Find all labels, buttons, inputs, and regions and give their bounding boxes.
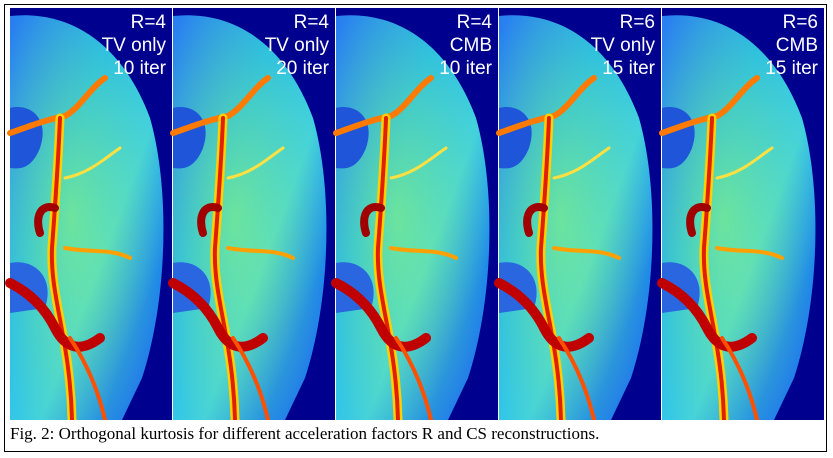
panel-label: 20 iter xyxy=(276,58,329,79)
panel-label: CMB xyxy=(450,35,492,56)
panel-label: R=6 xyxy=(620,12,655,33)
page: R=4TV only10 iterR=4TV only20 iterR=4CMB… xyxy=(0,0,833,458)
panel-label: TV only xyxy=(591,35,656,56)
panel-label: TV only xyxy=(265,35,330,56)
panel-label: R=4 xyxy=(457,12,493,33)
figure-caption: Fig. 2: Orthogonal kurtosis for differen… xyxy=(10,424,599,444)
panel-label: TV only xyxy=(102,35,167,56)
panel-label: CMB xyxy=(776,35,818,56)
panel-label: R=4 xyxy=(131,12,167,33)
panel-label: 10 iter xyxy=(113,58,166,79)
panel-label: 10 iter xyxy=(439,58,492,79)
panel-label: R=4 xyxy=(294,12,330,33)
panel-label: R=6 xyxy=(783,12,818,33)
panel-label: 15 iter xyxy=(602,58,655,79)
panel-label: 15 iter xyxy=(765,58,818,79)
